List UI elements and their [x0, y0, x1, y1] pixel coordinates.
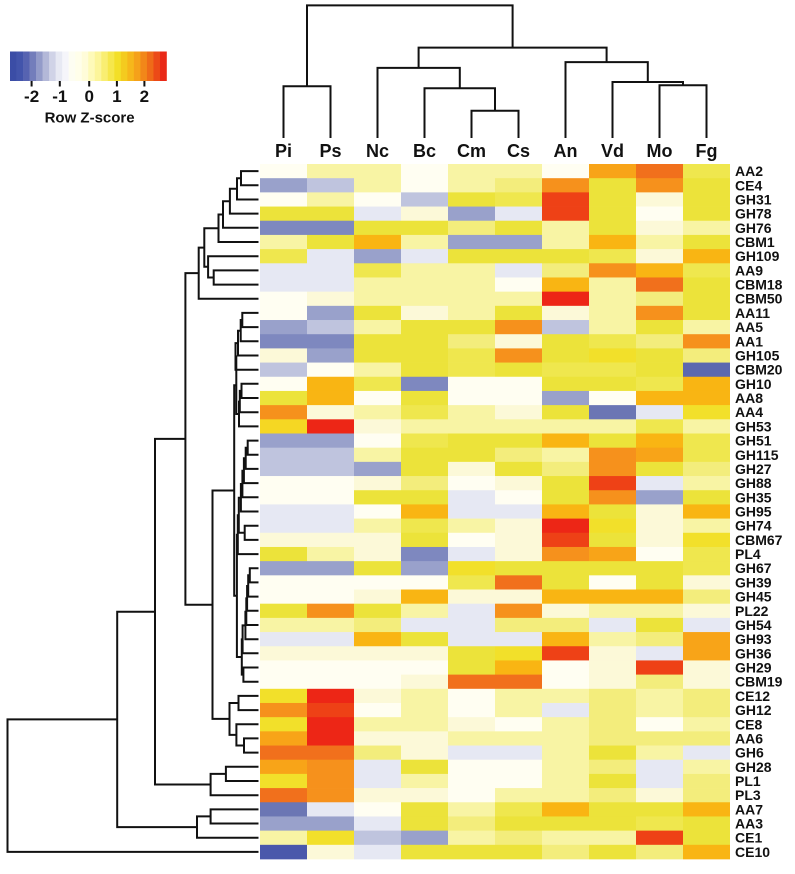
svg-text:CE12: CE12 [735, 688, 770, 704]
svg-text:CE10: CE10 [735, 844, 770, 860]
svg-text:GH115: GH115 [735, 447, 779, 463]
svg-text:CBM67: CBM67 [735, 532, 783, 548]
svg-text:Bc: Bc [413, 141, 436, 161]
svg-text:PL1: PL1 [735, 773, 761, 789]
svg-text:GH76: GH76 [735, 220, 772, 236]
svg-text:GH10: GH10 [735, 376, 772, 392]
svg-text:GH31: GH31 [735, 192, 772, 208]
svg-text:2: 2 [140, 87, 149, 106]
svg-text:GH109: GH109 [735, 248, 780, 264]
svg-text:CE4: CE4 [735, 177, 762, 193]
svg-text:CE1: CE1 [735, 830, 762, 846]
svg-text:GH27: GH27 [735, 461, 772, 477]
svg-text:Row Z-score: Row Z-score [45, 110, 135, 127]
svg-text:GH74: GH74 [735, 518, 772, 534]
svg-text:PL22: PL22 [735, 603, 769, 619]
svg-text:CBM20: CBM20 [735, 362, 783, 378]
svg-text:AA5: AA5 [735, 319, 763, 335]
svg-text:AA7: AA7 [735, 801, 763, 817]
svg-text:AA6: AA6 [735, 730, 763, 746]
svg-text:GH53: GH53 [735, 418, 772, 434]
svg-text:AA9: AA9 [735, 262, 763, 278]
svg-text:PL3: PL3 [735, 787, 761, 803]
svg-text:GH105: GH105 [735, 348, 780, 364]
svg-text:GH45: GH45 [735, 589, 772, 605]
svg-text:GH6: GH6 [735, 745, 764, 761]
svg-text:Cm: Cm [457, 141, 486, 161]
svg-text:GH35: GH35 [735, 489, 772, 505]
svg-text:GH67: GH67 [735, 560, 772, 576]
svg-text:AA11: AA11 [735, 305, 770, 321]
svg-text:GH12: GH12 [735, 702, 772, 718]
svg-text:GH36: GH36 [735, 645, 772, 661]
svg-text:Vd: Vd [601, 141, 624, 161]
svg-text:Ps: Ps [319, 141, 341, 161]
svg-text:CE8: CE8 [735, 716, 762, 732]
svg-text:AA3: AA3 [735, 816, 763, 832]
svg-text:AA8: AA8 [735, 390, 763, 406]
svg-text:Cs: Cs [507, 141, 530, 161]
svg-text:CBM19: CBM19 [735, 674, 783, 690]
svg-text:Mo: Mo [647, 141, 673, 161]
svg-text:GH78: GH78 [735, 206, 772, 222]
svg-text:-1: -1 [52, 87, 67, 106]
svg-text:CBM50: CBM50 [735, 291, 783, 307]
svg-text:Nc: Nc [366, 141, 389, 161]
svg-text:GH54: GH54 [735, 617, 772, 633]
svg-text:AA4: AA4 [735, 404, 763, 420]
svg-text:GH51: GH51 [735, 433, 772, 449]
svg-text:GH93: GH93 [735, 631, 772, 647]
svg-text:CBM18: CBM18 [735, 277, 783, 293]
svg-text:GH95: GH95 [735, 504, 772, 520]
svg-text:CBM1: CBM1 [735, 234, 775, 250]
svg-text:GH28: GH28 [735, 759, 772, 775]
svg-text:AA1: AA1 [735, 333, 763, 349]
svg-text:Pi: Pi [275, 141, 292, 161]
svg-text:GH88: GH88 [735, 475, 772, 491]
svg-text:PL4: PL4 [735, 546, 761, 562]
svg-text:GH39: GH39 [735, 574, 772, 590]
svg-text:-2: -2 [24, 87, 39, 106]
svg-text:Fg: Fg [696, 141, 718, 161]
svg-text:AA2: AA2 [735, 163, 763, 179]
svg-text:An: An [554, 141, 578, 161]
svg-text:1: 1 [112, 87, 121, 106]
svg-text:0: 0 [84, 87, 93, 106]
svg-text:GH29: GH29 [735, 660, 772, 676]
